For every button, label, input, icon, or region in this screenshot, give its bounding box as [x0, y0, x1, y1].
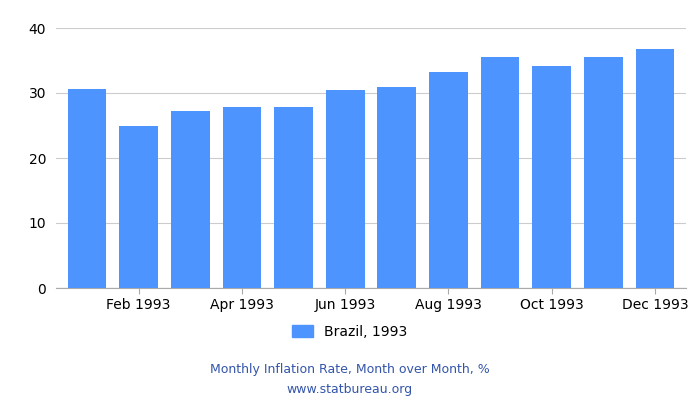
Bar	[377, 86, 416, 288]
Bar	[481, 56, 519, 288]
Bar	[429, 72, 468, 288]
Bar	[584, 56, 623, 288]
Bar	[171, 110, 209, 288]
Text: Monthly Inflation Rate, Month over Month, %: Monthly Inflation Rate, Month over Month…	[210, 364, 490, 376]
Bar	[119, 126, 158, 288]
Bar	[533, 66, 571, 288]
Text: www.statbureau.org: www.statbureau.org	[287, 384, 413, 396]
Bar	[636, 49, 674, 288]
Bar	[68, 89, 106, 288]
Bar	[326, 90, 365, 288]
Bar	[223, 107, 261, 288]
Bar	[274, 107, 313, 288]
Legend: Brazil, 1993: Brazil, 1993	[287, 319, 413, 344]
